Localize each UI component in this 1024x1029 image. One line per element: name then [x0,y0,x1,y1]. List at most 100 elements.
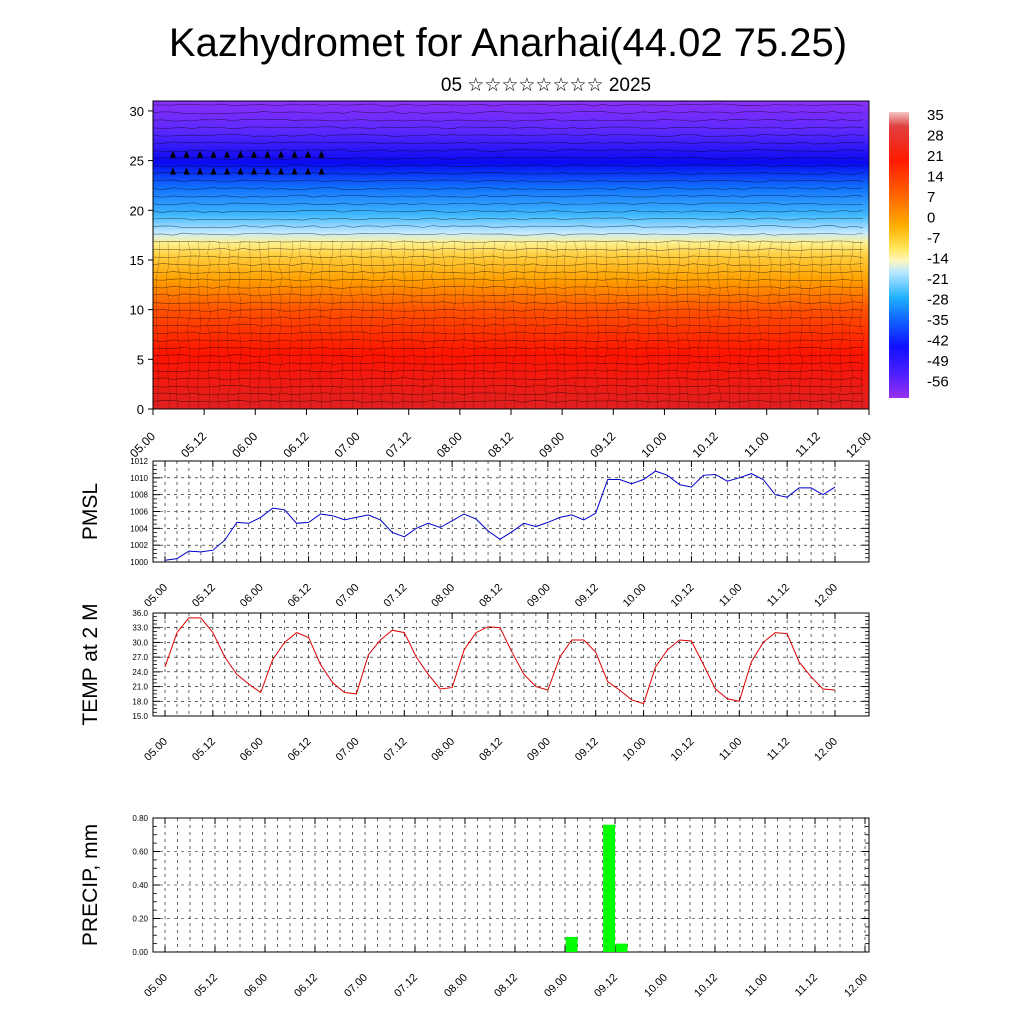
temp-panel: 15.0 18.0 21.0 24.0 27.0 30.0 33.0 36.0 05.00 05.… [79,603,870,764]
y-tick-label: 0.20 [132,915,148,924]
x-tick-label: 06.00 [242,972,270,1000]
wind-barb-marker [170,167,176,175]
wind-streak [482,240,487,409]
wind-barb-marker [264,150,271,158]
wind-streak [153,210,864,213]
wind-streak [153,301,864,304]
y-tick-label: 1004 [130,524,148,533]
wind-streak [153,324,864,327]
x-tick-label: 09.12 [573,736,601,764]
heatmap-x-tick-label: 11.00 [741,429,772,460]
x-tick-label: 12.00 [812,736,840,764]
wind-streak [808,240,813,409]
x-tick-label: 10.00 [621,736,649,764]
wind-streak [411,240,416,409]
wind-streak [153,286,864,289]
wind-barb-marker [237,167,244,175]
wind-streak [645,240,650,409]
x-tick-label: 11.12 [765,736,792,763]
x-tick-label: 11.00 [717,582,744,609]
wind-streak [153,308,864,312]
wind-streak [441,240,446,409]
x-tick-label: 12.00 [812,582,840,610]
x-tick-label: 05.00 [142,582,170,610]
wind-streak [153,225,864,228]
heatmap-x-tick-label: 05.12 [178,429,209,460]
y-tick-label: 21.0 [132,683,148,692]
x-tick-label: 07.12 [392,972,420,1000]
x-tick-label: 10.12 [669,736,697,764]
wind-streak [798,240,803,409]
wind-streak [153,111,864,114]
y-tick-label: 0.00 [132,948,148,957]
x-tick-label: 07.12 [381,736,409,764]
wind-streak [400,240,406,409]
wind-barb-marker [291,167,298,175]
heatmap-panel: 0 5 10 15 20 25 30 05.00 05.12 06.00 06.12 07.00 07… [127,100,874,460]
wind-streak [859,240,864,409]
wind-streak [563,240,567,409]
x-tick-label: 05.00 [142,736,170,764]
wind-streak [153,103,864,107]
y-tick-label: 1006 [130,508,148,517]
wind-streak [153,156,864,160]
wind-barb-marker [210,167,217,175]
x-tick-label: 11.12 [793,972,820,999]
x-tick-label: 10.00 [642,972,670,1000]
wind-streak [153,126,864,130]
wind-barb-marker [237,150,244,158]
series-line [164,617,836,705]
colorbar-label: 28 [927,128,944,145]
wind-streak [153,331,864,335]
wind-streak [727,240,732,409]
y-tick-label: 1010 [130,474,148,483]
wind-streak [187,240,191,409]
wind-streak [153,278,864,282]
wind-streak [153,172,864,175]
heatmap-y-tick-label: 10 [130,303,144,318]
precip-bar [603,824,615,952]
wind-streak [615,240,620,409]
y-tick-label: 0.60 [132,848,148,857]
wind-barb-marker [183,150,190,158]
wind-barb-marker [305,150,311,158]
pmsl-panel: 1000 1002 1004 1006 1008 1010 1012 05.00 05.12 06… [79,457,870,610]
x-tick-label: 05.00 [142,972,170,1000]
x-tick-label: 11.12 [765,582,792,609]
wind-streak [153,232,864,236]
colorbar-label: -28 [927,292,949,309]
heatmap-x-tick-label: 06.00 [229,429,260,460]
wind-streak [390,240,395,409]
x-tick-label: 09.00 [525,582,553,610]
x-tick-label: 08.12 [477,736,505,764]
wind-streak [153,316,864,320]
y-axis-title: PRECIP, mm [79,824,102,946]
colorbar-label: -7 [927,230,940,247]
wind-streak [153,377,864,380]
heatmap-x-tick-label: 09.12 [587,429,618,460]
colorbar-label: 14 [927,169,944,186]
wind-streak [767,240,773,409]
wind-streak [166,240,171,409]
wind-streak [153,400,864,403]
wind-streak [431,240,436,409]
x-tick-label: 11.00 [743,972,770,999]
x-tick-label: 07.00 [334,736,362,764]
x-tick-label: 05.12 [192,972,220,1000]
x-tick-label: 05.12 [190,736,218,764]
colorbar-label: -35 [927,312,949,329]
wind-streak [308,240,314,409]
heatmap-x-tick-label: 10.12 [690,429,721,460]
colorbar-gradient [889,112,909,398]
wind-streak [153,179,864,183]
heatmap-x-tick-label: 10.00 [638,429,669,460]
colorbar-label: 35 [927,107,944,124]
wind-streak [625,240,630,409]
y-tick-label: 0.80 [132,814,148,823]
heatmap-y-tick-label: 0 [137,402,144,417]
wind-streak [153,194,864,198]
wind-streak [206,240,211,409]
colorbar: 35 28 21 14 7 0 -7 -14 -21 -28 -35 -42 -49 -56 [889,107,949,398]
colorbar-label: -56 [927,374,949,391]
wind-streak [153,362,864,365]
